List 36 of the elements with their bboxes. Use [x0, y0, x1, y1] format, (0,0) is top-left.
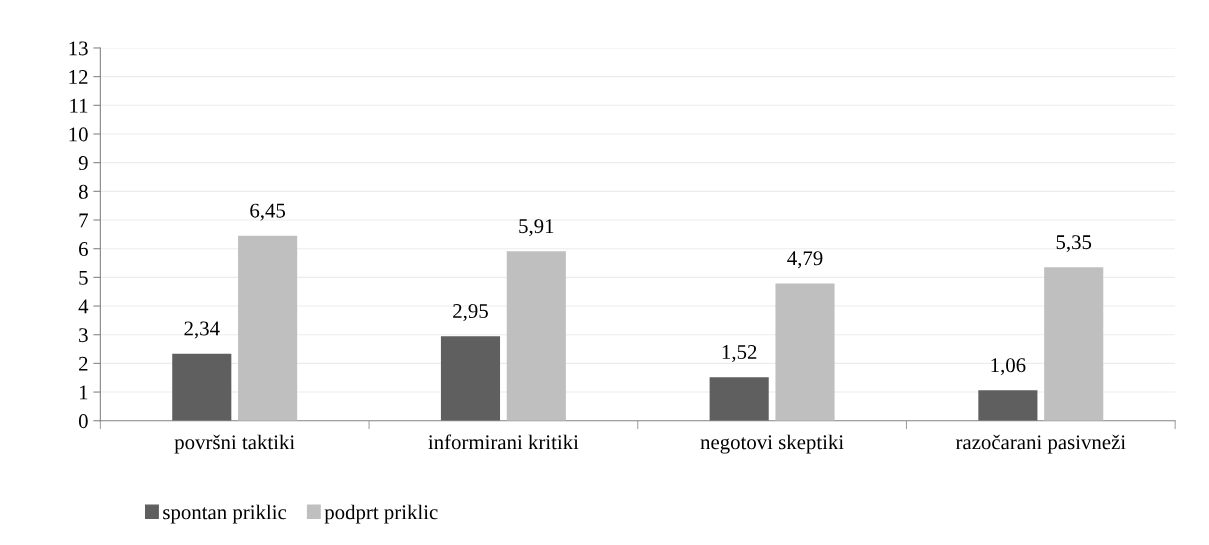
- y-tick-label: 12: [69, 70, 88, 84]
- data-label: 5,35: [1056, 235, 1092, 253]
- y-tick-label: 0: [78, 414, 88, 429]
- y-tick-label: 5: [79, 270, 88, 285]
- x-tick-label: informirani kritiki: [428, 434, 579, 450]
- legend-label: podprt priklic: [324, 504, 438, 524]
- x-tick-label: površni taktiki: [174, 434, 295, 454]
- data-label: 5,91: [519, 219, 554, 237]
- bar: [775, 283, 835, 421]
- x-tick-label: razočarani pasivneži: [955, 434, 1126, 454]
- bar: [238, 235, 298, 421]
- legend-label: spontan priklic: [163, 504, 287, 524]
- y-tick-label: 9: [78, 156, 88, 171]
- y-tick-label: 6: [79, 242, 88, 257]
- bar: [506, 251, 566, 421]
- x-tick-label: negotovi skeptiki: [700, 434, 844, 454]
- y-tick-label: 3: [79, 328, 88, 343]
- y-tick-label: 2: [79, 356, 88, 371]
- y-tick-label: 4: [78, 299, 89, 314]
- bar: [709, 377, 769, 421]
- bar: [172, 353, 232, 421]
- y-tick-label: 1: [79, 385, 88, 400]
- data-label: 1,06: [991, 358, 1026, 376]
- y-tick-label: 10: [69, 127, 88, 142]
- bar: [978, 390, 1038, 421]
- data-label: 4,79: [787, 251, 823, 269]
- data-label: 1,52: [722, 345, 757, 363]
- y-tick-label: 11: [70, 98, 88, 113]
- y-tick-label: 7: [79, 213, 88, 228]
- y-tick-label: 13: [69, 41, 88, 56]
- y-tick-label: 8: [78, 184, 88, 199]
- bar: [1044, 267, 1104, 421]
- bar: [440, 336, 501, 421]
- data-label: 2,95: [453, 304, 488, 322]
- data-label: 6,45: [250, 203, 286, 221]
- data-label: 2,34: [184, 321, 220, 339]
